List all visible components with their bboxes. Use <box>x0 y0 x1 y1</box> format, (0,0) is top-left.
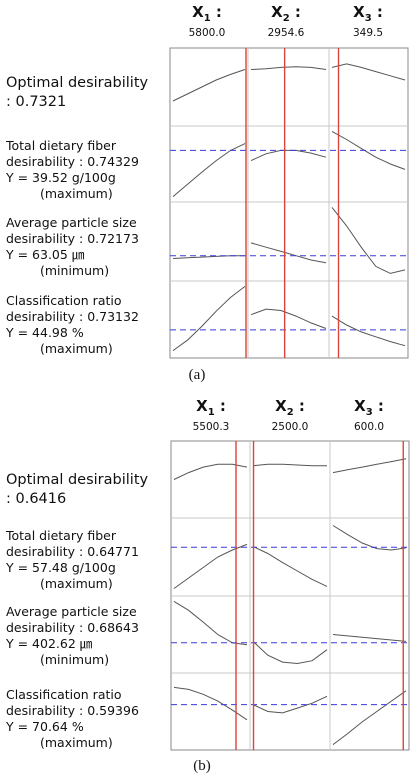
response-label-particle-size: Average particle size desirability : 0.6… <box>6 604 139 667</box>
response-curve-r1-x3 <box>332 525 407 551</box>
panel-a: X1 : 5800.0 X2 : 2954.6 X3 : 349.5 Optim… <box>0 0 414 390</box>
response-label-classification: Classification ratio desirability : 0.73… <box>6 293 139 356</box>
response-curve-r2-x2 <box>252 641 328 665</box>
factor-value-x3: 349.5 <box>352 27 384 39</box>
factor-header-x2: X2 : 2954.6 <box>247 4 325 40</box>
response-curve-r2-x3 <box>331 207 406 274</box>
response-curve-r0-x2 <box>250 66 327 70</box>
response-curve-r3-x3 <box>332 690 407 745</box>
factor-header-x1: X1 : 5800.0 <box>168 4 246 40</box>
response-curve-r1-x1 <box>173 543 248 589</box>
response-curve-r2-x3 <box>332 634 407 642</box>
caption-b: (b) <box>193 758 211 774</box>
factor-value-x2: 2954.6 <box>267 27 305 39</box>
response-curve-r2-x2 <box>250 242 327 264</box>
desirability-plot-a <box>169 47 409 359</box>
factor-value-x3: 600.0 <box>353 421 385 433</box>
response-curve-r0-x1 <box>173 463 248 480</box>
response-curve-r0-x2 <box>252 463 327 467</box>
response-curve-r3-x3 <box>331 315 406 347</box>
factor-header-x1: X1 : 5500.3 <box>172 398 250 434</box>
response-curve-r3-x1 <box>172 286 246 352</box>
response-curve-r1-x3 <box>331 130 406 170</box>
response-curve-r3-x2 <box>252 695 328 714</box>
response-label-classification: Classification ratio desirability : 0.59… <box>6 687 139 750</box>
response-curve-r1-x2 <box>250 149 327 162</box>
factor-value-x2: 2500.0 <box>271 421 309 433</box>
response-curve-r1-x1 <box>172 143 246 197</box>
response-label-fiber: Total dietary fiber desirability : 0.743… <box>6 138 139 201</box>
factor-header-x3: X3 : 600.0 <box>330 398 408 434</box>
factor-value-x1: 5500.3 <box>192 421 230 433</box>
response-curve-r3-x1 <box>173 686 248 721</box>
factor-header-x2: X2 : 2500.0 <box>251 398 329 434</box>
plot-frame <box>169 47 409 359</box>
response-curve-r0-x3 <box>331 63 406 81</box>
factor-header-x3: X3 : 349.5 <box>329 4 407 40</box>
response-curve-r1-x2 <box>252 546 328 587</box>
panel-b: X1 : 5500.3 X2 : 2500.0 X3 : 600.0 Optim… <box>0 392 414 783</box>
optimal-desirability-label: Optimal desirability : 0.6416 <box>6 472 149 507</box>
response-label-particle-size: Average particle size desirability : 0.7… <box>6 215 139 278</box>
factor-value-x1: 5800.0 <box>188 27 226 39</box>
caption-a: (a) <box>188 367 206 383</box>
optimal-desirability-label: Optimal desirability : 0.7321 <box>6 75 149 110</box>
response-curve-r3-x2 <box>250 308 327 329</box>
response-curve-r0-x3 <box>332 458 407 474</box>
response-curve-r0-x1 <box>172 69 246 102</box>
response-label-fiber: Total dietary fiber desirability : 0.647… <box>6 528 139 591</box>
desirability-plot-b <box>170 440 410 751</box>
